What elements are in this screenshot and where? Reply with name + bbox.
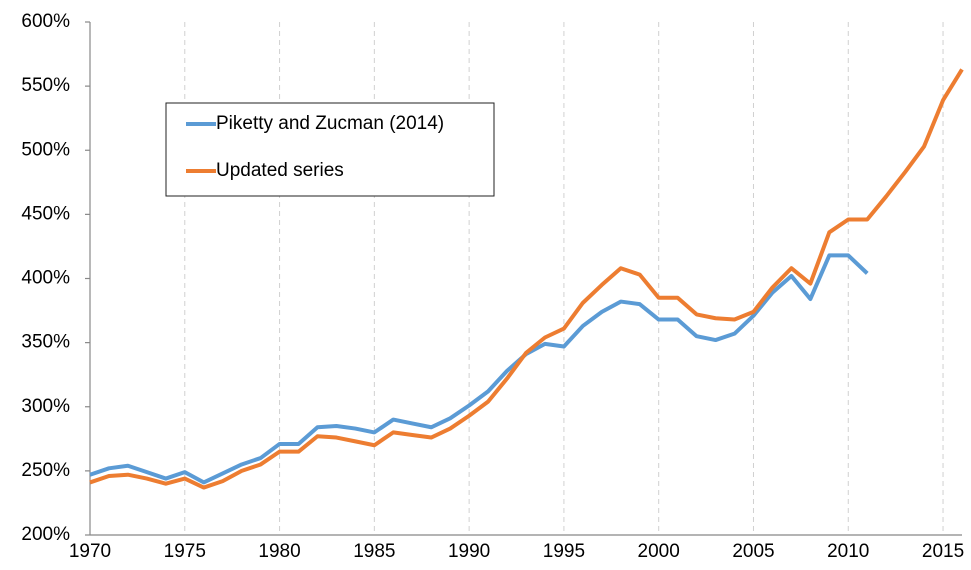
y-tick-label: 350%	[21, 332, 70, 353]
legend-box	[165, 102, 495, 197]
line-series	[89, 68, 964, 490]
x-tick-label: 2010	[827, 541, 869, 562]
x-tick-label: 1975	[164, 541, 206, 562]
x-tick-label: 2015	[922, 541, 964, 562]
y-tick-label: 200%	[21, 524, 70, 545]
x-tick-label: 1995	[543, 541, 585, 562]
line-series	[89, 253, 869, 485]
y-tick-label: 500%	[21, 139, 70, 160]
x-tick-label: 1990	[448, 541, 490, 562]
x-tick-label: 1980	[258, 541, 300, 562]
x-tick-label: 1985	[353, 541, 395, 562]
x-tick-label: 2000	[638, 541, 680, 562]
x-tick-label: 1970	[69, 541, 111, 562]
legend-label: Piketty and Zucman (2014)	[216, 113, 444, 134]
y-tick-label: 250%	[21, 460, 70, 481]
legend-label: Updated series	[216, 160, 344, 181]
y-tick-label: 450%	[21, 203, 70, 224]
y-tick-label: 400%	[21, 268, 70, 289]
y-tick-label: 550%	[21, 75, 70, 96]
y-tick-label: 600%	[21, 11, 70, 32]
y-tick-label: 300%	[21, 396, 70, 417]
x-tick-label: 2005	[732, 541, 774, 562]
